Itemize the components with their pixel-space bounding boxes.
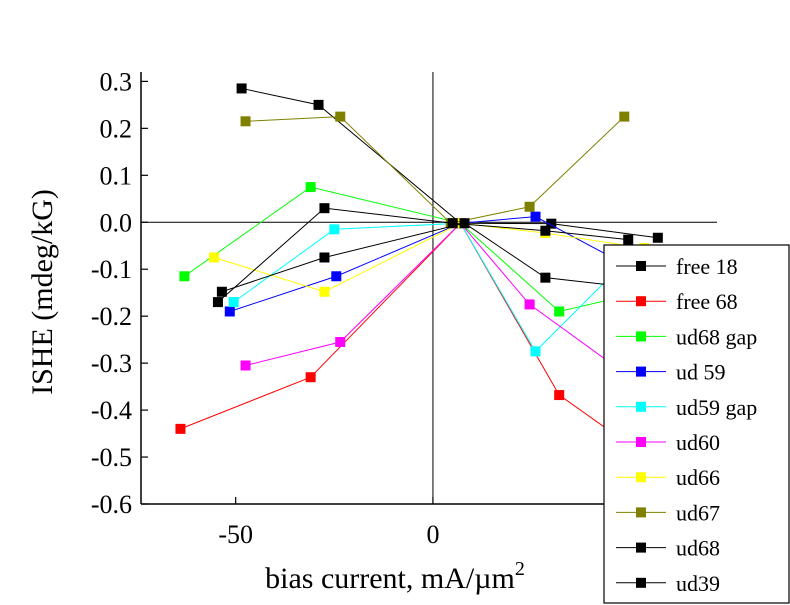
legend-label: ud68 — [676, 536, 720, 561]
legend-item-ud-59: ud 59 — [616, 360, 726, 385]
legend-label: free 68 — [676, 289, 738, 314]
legend-item-ud68-gap: ud68 gap — [616, 324, 757, 349]
data-point-ud68 — [623, 234, 634, 245]
data-point-ud60 — [335, 337, 346, 347]
legend-marker — [636, 542, 646, 553]
y-tick-label: 0.2 — [100, 114, 133, 143]
legend-item-ud68: ud68 — [616, 536, 720, 561]
data-point-ud68-gap — [179, 271, 190, 282]
y-axis-title: ISHE (mdeg/kG) — [26, 189, 59, 395]
y-tick-label: -0.6 — [91, 490, 132, 519]
data-point-free-18 — [313, 99, 324, 110]
legend-item-free-18: free 18 — [616, 254, 738, 279]
legend-marker — [636, 437, 646, 447]
legend-label: ud67 — [676, 500, 720, 525]
data-point-ud68 — [319, 203, 330, 214]
data-point-free-68 — [305, 372, 316, 383]
data-point-ud39 — [319, 252, 330, 263]
x-axis-title-superscript: 2 — [515, 558, 525, 580]
series-line-ud60 — [245, 222, 623, 372]
data-point-ud68-gap — [554, 306, 565, 317]
legend-marker — [636, 331, 646, 342]
data-point-ud-59 — [530, 211, 541, 222]
series-free-68 — [175, 218, 655, 465]
data-point-ud-59 — [224, 306, 235, 317]
series-ud60 — [240, 218, 628, 377]
data-point-ud68-gap — [305, 182, 316, 193]
legend-marker — [636, 296, 646, 307]
legend-marker — [636, 366, 646, 377]
data-point-ud67 — [240, 116, 251, 127]
legend-marker — [636, 472, 646, 483]
series-line-ud68-gap — [184, 186, 651, 313]
data-point-ud68 — [212, 297, 223, 308]
data-point-free-18 — [652, 232, 663, 243]
series-line-ud59-gap — [233, 222, 635, 353]
legend-marker — [636, 577, 646, 588]
data-point-ud66 — [208, 252, 219, 263]
data-point-ud59-gap — [530, 346, 541, 357]
y-tick-label: -0.1 — [91, 255, 132, 284]
data-point-free-68 — [554, 390, 565, 401]
y-tick-label: 0.1 — [100, 161, 133, 190]
data-point-ud60 — [240, 360, 251, 371]
data-point-free-18 — [546, 218, 557, 229]
legend-item-ud39: ud39 — [616, 571, 720, 596]
legend-label: free 18 — [676, 254, 738, 279]
data-point-ud39 — [216, 286, 227, 297]
legend-marker — [636, 261, 646, 271]
legend-box — [603, 244, 790, 604]
x-axis-title: bias current, mA/µm2 — [265, 558, 525, 595]
data-point-ud67 — [524, 201, 535, 212]
data-point-ud-59 — [331, 271, 342, 282]
data-point-ud60 — [524, 299, 535, 310]
y-tick-label: 0.3 — [100, 67, 133, 96]
data-point-free-68 — [175, 423, 186, 434]
series-line-free-68 — [180, 222, 651, 460]
legend-item-free-68: free 68 — [616, 289, 738, 314]
data-point-ud39 — [540, 272, 551, 283]
x-tick-label: -50 — [218, 520, 253, 549]
data-point-ud39 — [459, 218, 470, 229]
legend-label: ud68 gap — [676, 324, 757, 349]
legend-label: ud66 — [676, 465, 720, 490]
series-ud67 — [240, 111, 630, 229]
series-layer — [175, 83, 663, 465]
series-line-free-18 — [241, 87, 658, 239]
data-point-ud67 — [619, 111, 630, 122]
data-point-ud59-gap — [329, 224, 340, 235]
legend-item-ud66: ud66 — [616, 465, 720, 490]
legend-marker — [636, 507, 646, 518]
legend-item-ud60: ud60 — [616, 430, 720, 455]
series-ud66 — [208, 218, 650, 297]
series-ud68-gap — [179, 182, 655, 317]
series-ud68 — [212, 203, 634, 308]
legend-label: ud60 — [676, 430, 720, 455]
data-point-ud67 — [335, 111, 346, 122]
data-point-free-18 — [236, 83, 247, 94]
y-tick-label: -0.2 — [91, 302, 132, 331]
legend-label: ud 59 — [676, 360, 726, 385]
data-point-ud68 — [540, 225, 551, 236]
y-tick-label: 0.0 — [100, 208, 133, 237]
legend-item-ud67: ud67 — [616, 500, 720, 525]
legend-label: ud39 — [676, 571, 720, 596]
y-tick-label: -0.5 — [91, 443, 132, 472]
zero-lines — [141, 72, 717, 504]
y-tick-label: -0.3 — [91, 349, 132, 378]
legend-item-ud59-gap: ud59 gap — [616, 395, 757, 420]
y-tick-label: -0.4 — [91, 396, 132, 425]
data-point-ud68 — [447, 218, 458, 229]
series-line-ud67 — [245, 116, 625, 224]
legend-marker — [636, 401, 646, 412]
legend: free 18 free 68 ud68 gap ud 59 ud59 gap ud60 u… — [603, 244, 790, 604]
data-point-ud66 — [319, 286, 330, 297]
data-point-ud59-gap — [228, 297, 239, 308]
x-tick-label: 0 — [426, 520, 439, 549]
legend-label: ud59 gap — [676, 395, 757, 420]
